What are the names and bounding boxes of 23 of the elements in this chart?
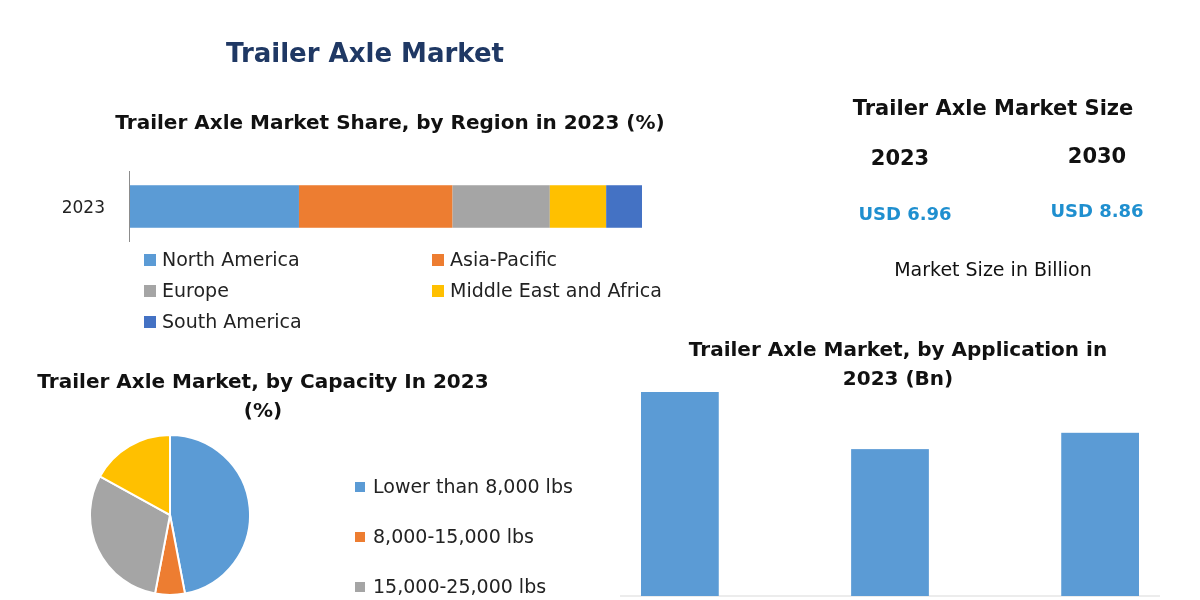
chart-title: Trailer Axle Market Share, by Region in 2023 (%) xyxy=(115,110,665,134)
bar xyxy=(606,185,642,228)
text: USD 6.96 xyxy=(858,203,952,224)
chart-title: Trailer Axle Market, by Application in 2023 (Bn) xyxy=(688,337,1108,390)
legend-label: Asia-Pacific xyxy=(450,248,558,270)
bar xyxy=(298,185,453,228)
bar xyxy=(452,185,550,228)
text: Trailer Axle Market Size xyxy=(852,96,1134,120)
legend-label: 15,000-25,000 lbs xyxy=(373,575,547,597)
legend-label: South America xyxy=(162,310,302,332)
text: 2030 xyxy=(1067,144,1127,168)
text: 2023 xyxy=(870,146,930,170)
text: Trailer Axle Market xyxy=(226,38,504,68)
text: USD 8.86 xyxy=(1050,200,1144,221)
legend-label: 8,000-15,000 lbs xyxy=(373,525,535,547)
chart-title: Trailer Axle Market, by Capacity In 2023 (%) xyxy=(37,369,489,422)
legend-label: Europe xyxy=(162,279,229,301)
bar xyxy=(130,185,299,228)
legend-label: Middle East and Africa xyxy=(450,279,662,301)
bar xyxy=(549,185,607,228)
text: Market Size in Billion xyxy=(894,258,1092,280)
legend-label: Lower than 8,000 lbs xyxy=(373,475,573,497)
legend-label: North America xyxy=(162,248,300,270)
